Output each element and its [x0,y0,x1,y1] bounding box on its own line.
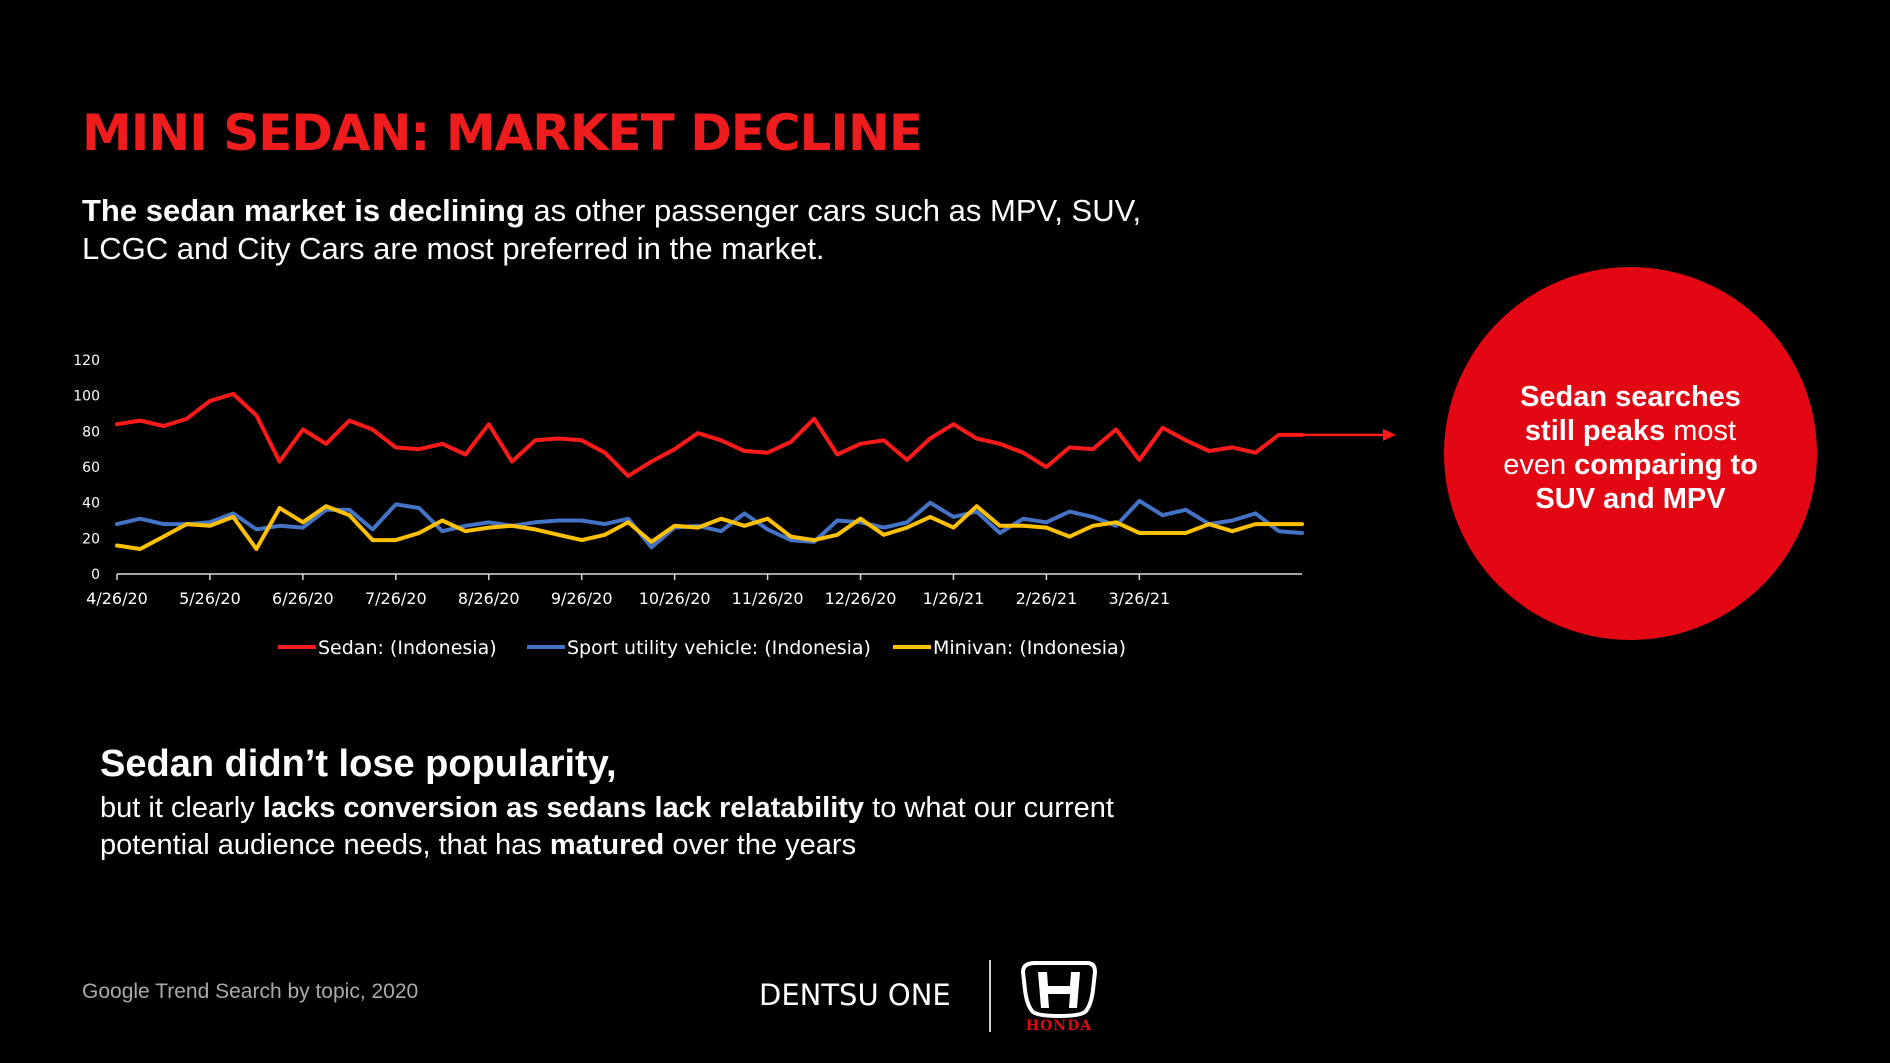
slide-title: MINI SEDAN: MARKET DECLINE [82,104,923,162]
conclusion-text: but it clearly lacks conversion as sedan… [100,790,1200,864]
intro-rest: as other passenger cars such as MPV, SUV… [82,193,1142,266]
x-tick-label: 2/26/21 [1016,589,1078,608]
series-line-1 [115,498,1304,550]
intro-bold: The sedan market is declining [82,193,525,228]
conclusion-part-4: matured [549,829,665,861]
y-tick-label: 60 [82,460,100,476]
series-line-2 [115,504,1304,551]
honda-h-emblem [1020,961,1098,1019]
x-tick-label: 4/26/20 [86,589,148,608]
source-note: Google Trend Search by topic, 2020 [82,980,419,1003]
conclusion-heading: Sedan didn’t lose popularity, [100,743,617,785]
x-tick-label: 10/26/20 [639,589,711,608]
x-tick-label: 8/26/20 [458,589,520,608]
x-tick-label: 7/26/20 [365,589,427,608]
x-tick-label: 9/26/20 [551,589,613,608]
honda-logo: HONDA [1020,961,1098,1032]
y-tick-label: 0 [91,567,100,583]
x-tick-label: 5/26/20 [179,589,241,608]
x-tick-label: 3/26/21 [1109,589,1171,608]
callout-text: Sedan searches still peaks most even com… [1501,380,1761,516]
y-tick-label: 20 [82,531,100,547]
x-tick-label: 11/26/20 [732,589,804,608]
callout-part-4: comparing to SUV and MPV [1535,448,1758,515]
y-tick-label: 100 [73,389,100,405]
intro-text: The sedan market is declining as other p… [82,192,1212,268]
legend-label: Minivan: (Indonesia) [933,637,1126,659]
series-line-0 [115,391,1304,478]
x-axis: 4/26/20 5/26/20 6/26/20 7/26/20 8/26/20 9/26/… [86,573,1302,608]
dentsu-one-logo: DENTSU ONE [759,978,951,1012]
conclusion-part-5: over the years [664,829,857,861]
callout-part-2: still peaks [1524,414,1666,447]
honda-wordmark: HONDA [1026,1018,1092,1032]
trend-arrow [1302,428,1396,441]
honda-h-letter [1038,972,1080,1008]
y-axis: 0 20 40 60 80 100 120 [73,353,100,583]
x-tick-label: 6/26/20 [272,589,334,608]
callout-circle: Sedan searches still peaks most even com… [1444,267,1817,640]
x-tick-label: 12/26/20 [825,589,897,608]
chart-legend: Sedan: (Indonesia) Sport utility vehicle:… [278,637,1126,659]
y-tick-label: 40 [82,496,100,512]
y-tick-label: 80 [82,424,100,440]
conclusion-part-3: to what our current potential audience n… [100,792,1114,861]
x-tick-label: 1/26/21 [923,589,985,608]
conclusion-part-1: but it clearly [100,792,263,824]
legend-label: Sedan: (Indonesia) [318,637,497,659]
conclusion-part-2: lacks conversion as sedans lack relatabi… [262,792,865,824]
logo-divider [989,960,991,1032]
callout-part-3: most even [1503,414,1737,481]
legend-label: Sport utility vehicle: (Indonesia) [567,637,871,659]
trend-arrow-head [1383,428,1396,441]
trend-chart: 0 20 40 60 80 100 120 4/26/20 5/26/20 6/26/20 7/2… [73,353,1396,659]
callout-part-1: Sedan searches [1520,380,1741,413]
series-lines [115,391,1304,551]
y-tick-label: 120 [73,353,100,369]
